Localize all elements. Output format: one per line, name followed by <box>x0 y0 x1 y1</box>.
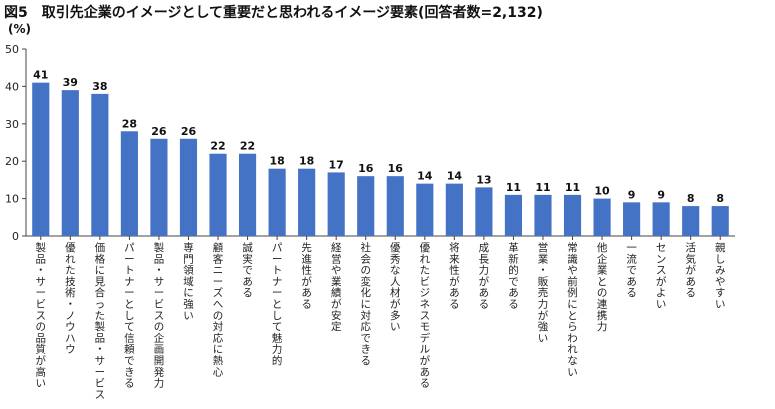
data-label: 18 <box>299 155 314 168</box>
data-label: 41 <box>33 69 48 82</box>
bar <box>179 138 198 236</box>
category-label: 優れた技術・ノウハウ <box>65 241 76 356</box>
data-label: 16 <box>388 162 404 175</box>
bar <box>209 153 227 236</box>
bar <box>445 183 463 236</box>
category-label: 先進性がある <box>301 242 312 311</box>
data-label: 16 <box>358 162 374 175</box>
bar <box>682 206 700 236</box>
data-label: 18 <box>269 155 284 168</box>
bar <box>32 82 50 236</box>
category-label: 誠実である <box>242 241 253 299</box>
bar <box>711 206 729 236</box>
bar <box>91 93 109 236</box>
bar <box>150 138 168 236</box>
y-tick-label: 40 <box>5 80 19 93</box>
bar <box>652 202 670 236</box>
y-tick-label: 20 <box>5 155 19 168</box>
bar <box>475 187 493 236</box>
category-label: 成長力がある <box>479 242 490 311</box>
data-label: 8 <box>716 192 724 205</box>
category-label: センスがよい <box>656 242 667 311</box>
bar <box>416 183 434 236</box>
category-label: 優れたビジネスモデルがある <box>420 241 431 390</box>
category-label: 製品・サービスの企画開発力 <box>154 241 165 390</box>
data-label: 10 <box>594 185 610 198</box>
category-label: 活気がある <box>685 242 696 299</box>
category-label: 一流である <box>626 242 637 299</box>
bar <box>327 172 345 236</box>
y-tick-label: 50 <box>5 43 19 56</box>
bar <box>61 90 79 236</box>
bar <box>563 194 582 236</box>
category-label: 革新的である <box>508 241 519 311</box>
data-label: 11 <box>535 181 550 194</box>
data-label: 9 <box>628 188 636 201</box>
data-label: 28 <box>122 117 137 130</box>
y-axis-unit-label: (%) <box>8 22 31 36</box>
data-label: 22 <box>210 140 225 153</box>
category-label: 他企業との連携力 <box>597 241 608 333</box>
data-label: 39 <box>63 76 78 89</box>
y-tick-label: 10 <box>5 193 19 206</box>
category-label: 優秀な人材が多い <box>390 241 401 333</box>
data-label: 17 <box>329 158 344 171</box>
category-label: パートナーとして信頼できる <box>124 242 135 390</box>
data-label: 8 <box>687 192 695 205</box>
data-label: 11 <box>565 181 580 194</box>
bar <box>386 176 404 236</box>
bar <box>593 198 611 236</box>
data-label: 13 <box>476 173 491 186</box>
y-tick-label: 0 <box>12 230 19 243</box>
bar <box>238 153 257 236</box>
category-label: 価格に見合った製品・サービス <box>95 241 106 401</box>
data-label: 11 <box>506 181 521 194</box>
bar <box>623 202 641 236</box>
category-label: 経営や業績が安定 <box>331 241 342 333</box>
category-label: 営業・販売力が強い <box>538 241 549 344</box>
data-label: 14 <box>417 170 433 183</box>
data-label: 38 <box>92 80 107 93</box>
data-label: 22 <box>240 140 255 153</box>
category-label: 顧客ニーズへの対応に熱心 <box>213 241 224 378</box>
data-label: 26 <box>151 125 167 138</box>
data-label: 9 <box>657 188 665 201</box>
bar <box>268 168 286 236</box>
category-label: 専門領域に強い <box>183 242 194 322</box>
category-label: 将来性がある <box>449 242 460 311</box>
data-label: 14 <box>447 170 463 183</box>
bar <box>298 168 316 236</box>
y-tick-label: 30 <box>5 118 19 131</box>
category-label: 親しみやすい <box>715 241 726 311</box>
bar <box>357 176 375 236</box>
bar <box>534 194 552 236</box>
category-label: 製品・サービスの品質が高い <box>36 241 47 390</box>
category-label: 社会の変化に対応できる <box>360 241 371 367</box>
data-label: 26 <box>181 125 197 138</box>
bar <box>120 131 138 236</box>
category-label: 常識や前例にとらわれない <box>567 241 578 378</box>
bar <box>504 194 523 236</box>
chart-title: 図5 取引先企業のイメージとして重要だと思われるイメージ要素(回答者数=2,13… <box>4 5 543 21</box>
category-label: パートナーとして魅力的 <box>272 242 283 367</box>
